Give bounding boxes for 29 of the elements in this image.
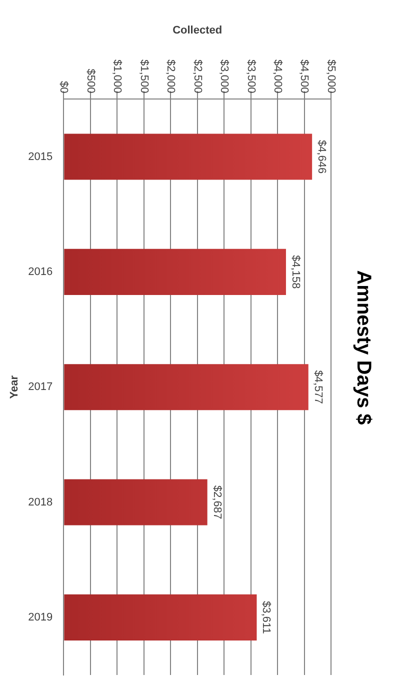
x-tick-label: $4,500	[298, 60, 310, 94]
text: Amnesty Days $	[352, 270, 374, 425]
y-tick-label: 2016	[28, 266, 53, 278]
data-label: $2,687	[210, 485, 223, 520]
y-tick-label: 2015	[28, 150, 53, 163]
data-label: $3,611	[260, 601, 272, 634]
data-label: $4,158	[289, 255, 302, 289]
x-tick-label: $500	[84, 68, 96, 94]
bar	[64, 248, 286, 295]
bar	[64, 594, 257, 640]
x-tick-label: $3,000	[218, 60, 230, 94]
data-label: $4,577	[312, 370, 324, 404]
x-tick-label: $4,000	[272, 60, 284, 94]
data-label: $4,646	[316, 140, 328, 174]
y-tick-label: 2017	[28, 381, 53, 394]
bar	[64, 134, 312, 180]
x-tick-label: $1,500	[138, 60, 150, 94]
bar	[64, 364, 308, 410]
x-tick-label: $0	[58, 80, 70, 94]
y-tick-label: 2019	[28, 611, 53, 624]
x-tick-label: $5,000	[324, 60, 337, 94]
x-tick-label: $1,000	[111, 60, 124, 94]
x-axis-title: Collected	[172, 24, 222, 37]
bar	[64, 479, 208, 526]
y-axis-title: Year	[8, 374, 21, 399]
y-tick-label: 2018	[28, 496, 53, 508]
x-tick-label: $2,000	[164, 60, 177, 94]
x-tick-label: $3,500	[244, 60, 257, 94]
x-tick-label: $2,500	[191, 60, 204, 94]
